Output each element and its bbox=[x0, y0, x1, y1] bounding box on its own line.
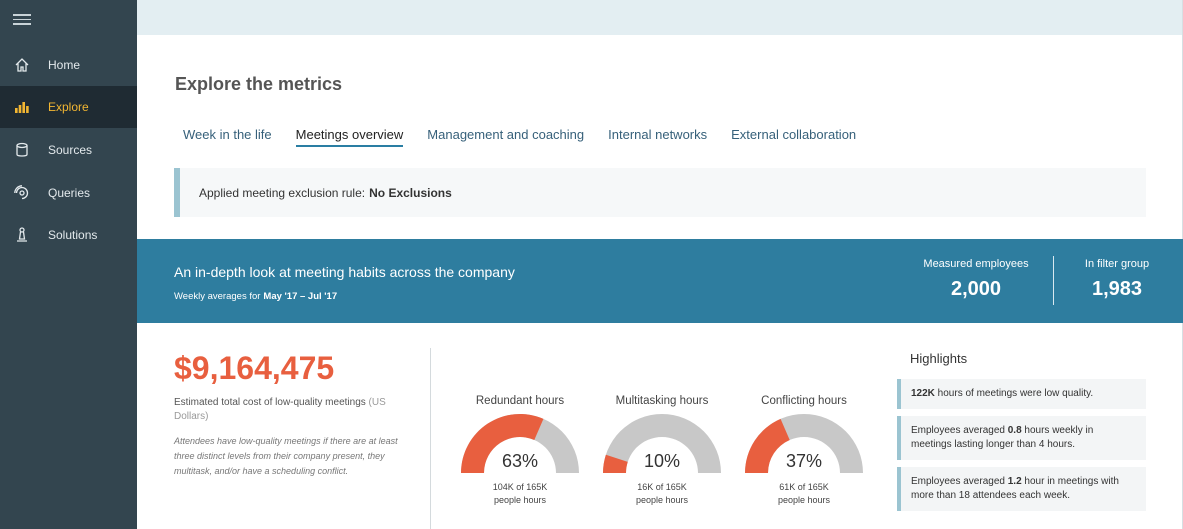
sidebar-item-label: Sources bbox=[48, 143, 93, 157]
gauge-detail: 104K of 165K people hours bbox=[450, 481, 590, 507]
highlight-bold: 1.2 bbox=[1007, 476, 1022, 487]
gauge-percent: 37% bbox=[786, 451, 822, 471]
sidebar-item-sources[interactable]: Sources bbox=[0, 129, 137, 171]
summary-banner: An in-depth look at meeting habits acros… bbox=[137, 239, 1183, 323]
gauge-detail-line1: 16K of 165K bbox=[637, 482, 687, 492]
gauge-title: Multitasking hours bbox=[615, 395, 709, 407]
top-bar bbox=[137, 0, 1183, 35]
date-range: May '17 – Jul '17 bbox=[263, 291, 338, 302]
sidebar-item-label: Queries bbox=[48, 186, 91, 200]
highlight-bold: 0.8 bbox=[1007, 425, 1022, 436]
tab-internal-networks[interactable]: Internal networks bbox=[608, 127, 708, 142]
cost-note: Attendees have low-quality meetings if t… bbox=[174, 436, 398, 476]
sidebar-item-queries[interactable]: Queries bbox=[0, 172, 137, 214]
exclusion-rule-banner: Applied meeting exclusion rule: No Exclu… bbox=[174, 168, 1146, 217]
gauge-track bbox=[603, 414, 721, 473]
tab-meetings-overview[interactable]: Meetings overview bbox=[295, 127, 404, 147]
gauge-redundant-hours: Redundant hours 63% 104K of 165K people … bbox=[450, 395, 590, 507]
gauge-multitasking-hours: Multitasking hours 10% 16K of 165K peopl… bbox=[592, 395, 732, 507]
cost-label-text: Estimated total cost of low-quality meet… bbox=[174, 397, 366, 408]
sidebar-item-explore[interactable]: Explore bbox=[0, 86, 137, 128]
exclusion-rule-value: No Exclusions bbox=[369, 185, 452, 200]
tab-bar: Week in the life Meetings overview Manag… bbox=[183, 127, 880, 147]
highlight-text: hours weekly in meetings lasting longer … bbox=[911, 425, 1094, 450]
gauge-detail: 16K of 165K people hours bbox=[592, 481, 732, 507]
cost-value: $9,164,475 bbox=[174, 350, 335, 386]
gauge-chart: 63% bbox=[461, 414, 579, 473]
highlights-title: Highlights bbox=[910, 351, 968, 366]
gauge-detail-line2: people hours bbox=[635, 495, 689, 505]
hamburger-menu-icon[interactable] bbox=[13, 14, 31, 28]
radar-icon bbox=[13, 184, 31, 202]
gauge-detail-line2: people hours bbox=[777, 495, 831, 505]
exclusion-rule-label: Applied meeting exclusion rule: bbox=[199, 185, 366, 200]
highlight-text: hour in meetings with more than 18 atten… bbox=[911, 476, 1119, 501]
highlight-card: 122K hours of meetings were low quality. bbox=[897, 379, 1146, 409]
tab-external-collaboration[interactable]: External collaboration bbox=[731, 127, 857, 142]
sidebar-item-solutions[interactable]: Solutions bbox=[0, 214, 137, 256]
gauge-fill bbox=[603, 454, 628, 473]
stat-label: In filter group bbox=[1084, 258, 1150, 270]
section-divider bbox=[430, 348, 431, 529]
page-title: Explore the metrics bbox=[175, 74, 343, 94]
banner-subtitle-prefix: Weekly averages for bbox=[174, 291, 261, 302]
gauge-chart: 10% bbox=[603, 414, 721, 473]
home-icon bbox=[13, 56, 31, 74]
gauge-title: Redundant hours bbox=[475, 395, 565, 407]
highlight-card: Employees averaged 0.8 hours weekly in m… bbox=[897, 416, 1146, 460]
beacon-icon bbox=[13, 226, 31, 244]
tab-week-in-the-life[interactable]: Week in the life bbox=[183, 127, 272, 142]
stat-label: Measured employees bbox=[923, 258, 1029, 270]
gauge-percent: 10% bbox=[644, 451, 680, 471]
highlight-pre: Employees averaged bbox=[911, 425, 1008, 436]
highlight-bold: 122K bbox=[911, 388, 935, 399]
highlight-card: Employees averaged 1.2 hour in meetings … bbox=[897, 467, 1146, 511]
highlight-pre: Employees averaged bbox=[911, 476, 1008, 487]
banner-title: An in-depth look at meeting habits acros… bbox=[174, 264, 515, 280]
database-icon bbox=[13, 141, 31, 159]
cost-unit: (US Dollars) bbox=[174, 397, 386, 422]
gauge-fill bbox=[745, 418, 790, 473]
sidebar-item-label: Explore bbox=[48, 100, 89, 114]
sidebar-item-home[interactable]: Home bbox=[0, 44, 137, 86]
filter-group-stat: In filter group 1,983 bbox=[1067, 258, 1167, 301]
stat-value: 1,983 bbox=[1091, 278, 1143, 300]
sidebar: Home Explore Sources Queries Solutions bbox=[0, 0, 137, 529]
gauge-chart: 37% bbox=[745, 414, 863, 473]
tab-management-and-coaching[interactable]: Management and coaching bbox=[427, 127, 585, 142]
stat-divider bbox=[1053, 256, 1054, 305]
sidebar-item-label: Home bbox=[48, 58, 81, 72]
measured-employees-stat: Measured employees 2,000 bbox=[912, 258, 1040, 301]
gauge-title: Conflicting hours bbox=[761, 395, 847, 407]
gauge-detail-line1: 104K of 165K bbox=[492, 482, 548, 492]
cost-label: Estimated total cost of low-quality meet… bbox=[174, 396, 404, 424]
gauge-detail: 61K of 165K people hours bbox=[734, 481, 874, 507]
stat-value: 2,000 bbox=[950, 278, 1002, 300]
gauge-percent: 63% bbox=[502, 451, 538, 471]
gauge-detail-line1: 61K of 165K bbox=[779, 482, 829, 492]
banner-subtitle: Weekly averages for May '17 – Jul '17 bbox=[174, 291, 337, 302]
gauge-conflicting-hours: Conflicting hours 37% 61K of 165K people… bbox=[734, 395, 874, 507]
sidebar-item-label: Solutions bbox=[48, 228, 98, 242]
bar-chart-icon bbox=[13, 98, 31, 116]
gauge-detail-line2: people hours bbox=[493, 495, 547, 505]
gauge-fill bbox=[461, 414, 544, 473]
highlight-text: hours of meetings were low quality. bbox=[934, 388, 1094, 399]
